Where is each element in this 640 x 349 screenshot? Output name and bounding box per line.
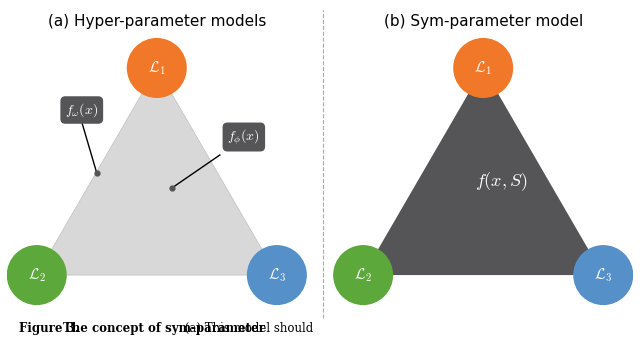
Text: $\mathcal{L}_1$: $\mathcal{L}_1$ xyxy=(148,59,166,77)
Text: $f(x,S)$: $f(x,S)$ xyxy=(475,171,527,193)
Ellipse shape xyxy=(247,245,307,305)
Text: (b) Sym-parameter model: (b) Sym-parameter model xyxy=(383,14,583,29)
Text: Figure 3.: Figure 3. xyxy=(19,322,88,335)
Text: $\mathcal{L}_2$: $\mathcal{L}_2$ xyxy=(354,266,372,284)
Text: $f_\omega(x)$: $f_\omega(x)$ xyxy=(65,101,99,119)
Text: $\mathcal{L}_1$: $\mathcal{L}_1$ xyxy=(474,59,492,77)
Text: $\mathcal{L}_2$: $\mathcal{L}_2$ xyxy=(28,266,45,284)
Polygon shape xyxy=(363,68,604,275)
Ellipse shape xyxy=(333,245,393,305)
Text: $\mathcal{L}_3$: $\mathcal{L}_3$ xyxy=(268,266,286,284)
Ellipse shape xyxy=(573,245,633,305)
Text: (a) Hyper-parameter models: (a) Hyper-parameter models xyxy=(47,14,266,29)
Ellipse shape xyxy=(127,38,187,98)
Text: (a) This model should: (a) This model should xyxy=(181,322,314,335)
Polygon shape xyxy=(36,68,277,275)
Text: $\mathcal{L}_3$: $\mathcal{L}_3$ xyxy=(594,266,612,284)
Ellipse shape xyxy=(453,38,513,98)
Ellipse shape xyxy=(7,245,67,305)
Text: The concept of sym-parameter: The concept of sym-parameter xyxy=(63,322,264,335)
Text: $f_\phi(x)$: $f_\phi(x)$ xyxy=(227,127,260,147)
